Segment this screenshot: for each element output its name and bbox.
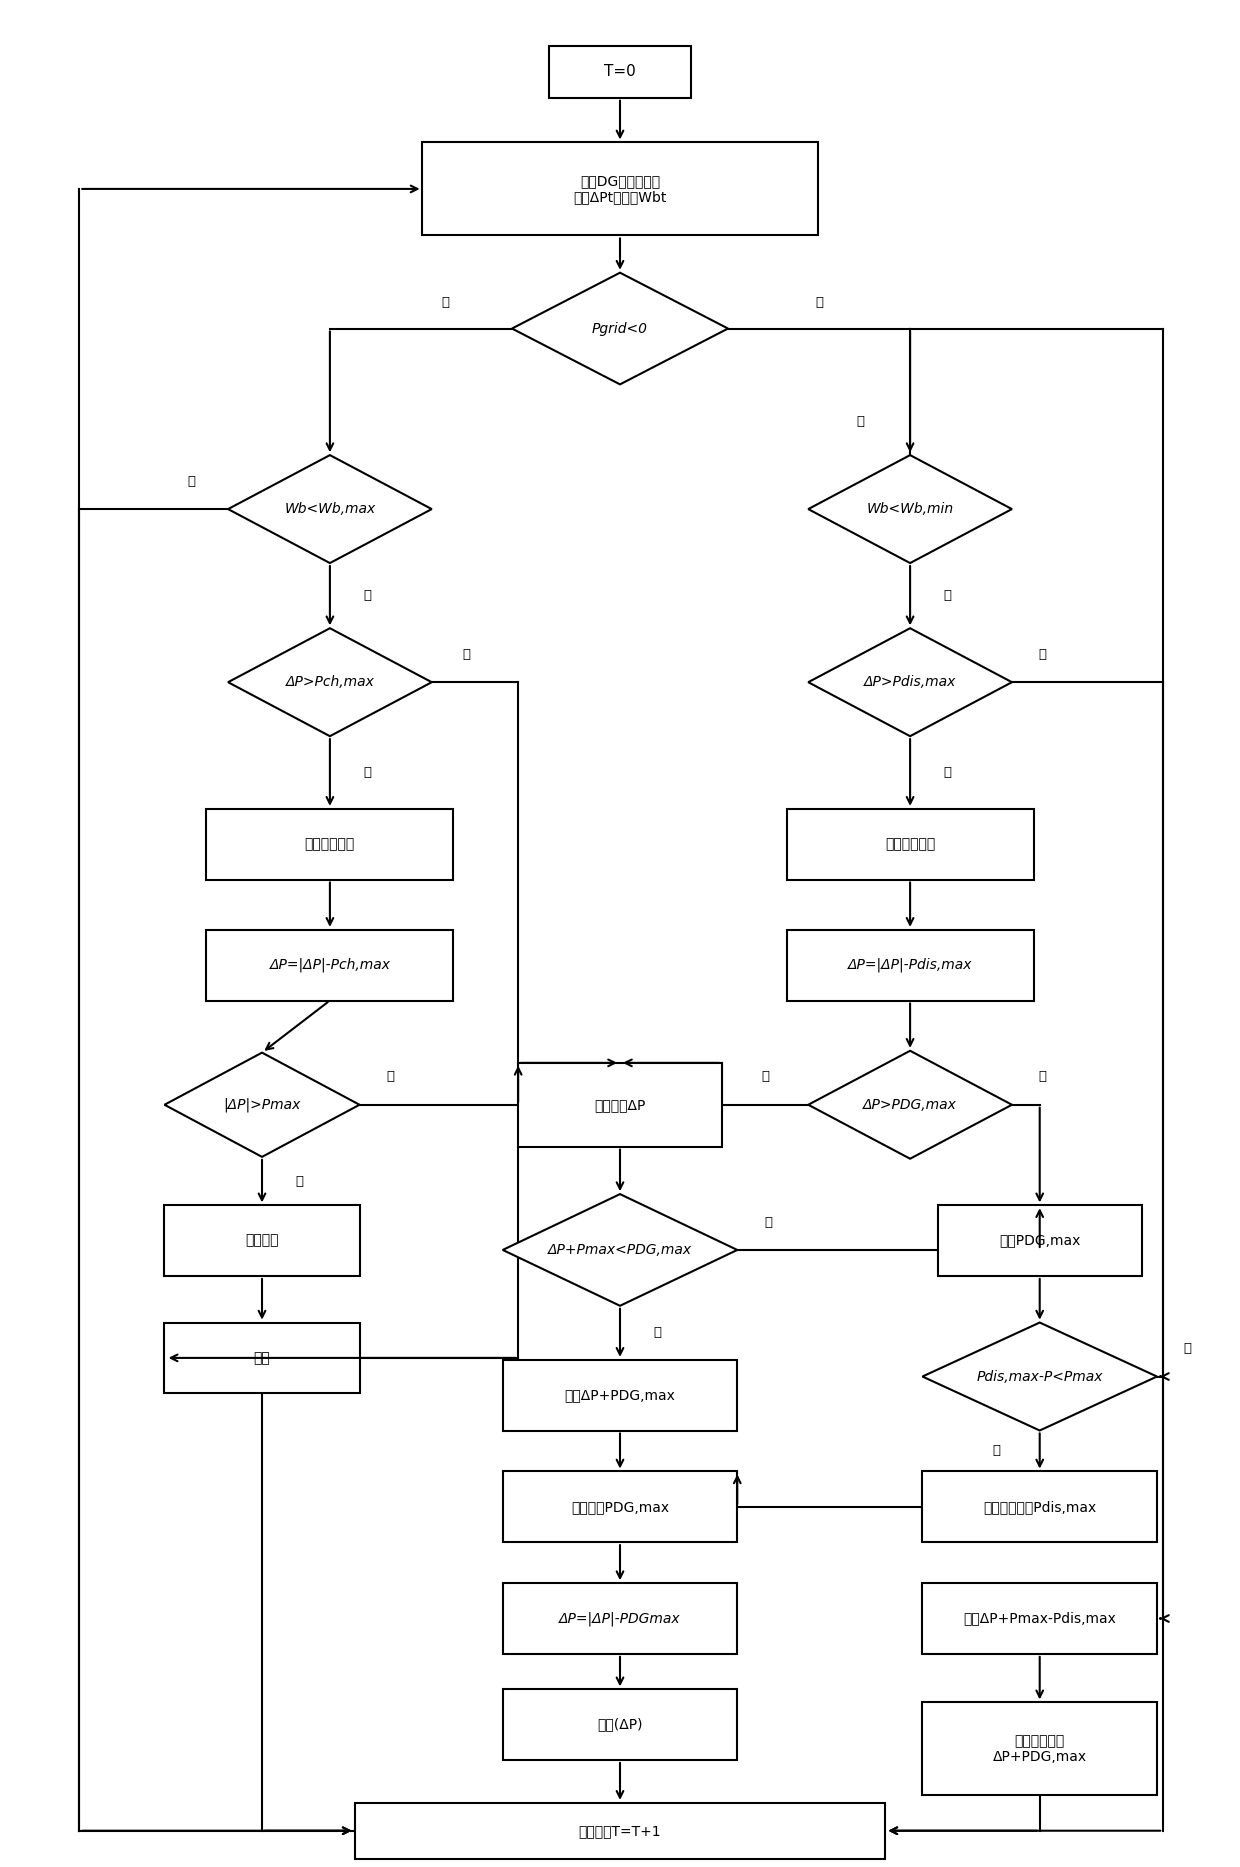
FancyBboxPatch shape: [502, 1471, 738, 1542]
Text: 是: 是: [1184, 1342, 1192, 1355]
FancyBboxPatch shape: [502, 1583, 738, 1654]
Text: 是: 是: [295, 1174, 303, 1187]
Text: ΔP>PDG,max: ΔP>PDG,max: [863, 1098, 957, 1111]
Text: 调度指令T=T+1: 调度指令T=T+1: [579, 1824, 661, 1837]
Text: T=0: T=0: [604, 63, 636, 78]
Text: Pgrid<0: Pgrid<0: [591, 321, 649, 336]
Text: 否: 否: [1039, 1070, 1047, 1083]
FancyBboxPatch shape: [207, 808, 454, 879]
Polygon shape: [512, 273, 728, 385]
FancyBboxPatch shape: [165, 1322, 360, 1393]
FancyBboxPatch shape: [786, 930, 1033, 1001]
Text: 储能电池放电
ΔP+PDG,max: 储能电池放电 ΔP+PDG,max: [993, 1734, 1086, 1764]
Text: 否: 否: [764, 1215, 773, 1228]
Text: 否: 否: [187, 474, 195, 487]
FancyBboxPatch shape: [423, 142, 817, 235]
Polygon shape: [808, 456, 1012, 564]
Polygon shape: [923, 1322, 1157, 1430]
Text: 是: 是: [653, 1326, 661, 1339]
Text: 否: 否: [1039, 648, 1047, 661]
Text: 卖电: 卖电: [254, 1352, 270, 1365]
Text: 否: 否: [857, 414, 864, 428]
Polygon shape: [808, 627, 1012, 736]
FancyBboxPatch shape: [165, 1206, 360, 1275]
FancyBboxPatch shape: [923, 1471, 1157, 1542]
Text: 否: 否: [992, 1445, 1001, 1458]
FancyBboxPatch shape: [923, 1583, 1157, 1654]
Text: 储能电池放电: 储能电池放电: [885, 836, 935, 851]
FancyBboxPatch shape: [786, 808, 1033, 879]
Text: |ΔP|>Pmax: |ΔP|>Pmax: [223, 1098, 300, 1113]
Text: 卖电充电: 卖电充电: [246, 1234, 279, 1247]
Text: 否: 否: [815, 297, 823, 308]
Text: 输出ΔP+Pmax-Pdis,max: 输出ΔP+Pmax-Pdis,max: [963, 1611, 1116, 1626]
Polygon shape: [165, 1053, 360, 1158]
Text: 预测DG输出和负荷
计算ΔPt、监测Wbt: 预测DG输出和负荷 计算ΔPt、监测Wbt: [573, 174, 667, 204]
FancyBboxPatch shape: [502, 1690, 738, 1761]
FancyBboxPatch shape: [549, 45, 691, 97]
Text: 输出ΔP+PDG,max: 输出ΔP+PDG,max: [564, 1389, 676, 1402]
Text: Pdis,max-P<Pmax: Pdis,max-P<Pmax: [976, 1370, 1102, 1383]
Text: ΔP>Pdis,max: ΔP>Pdis,max: [864, 676, 956, 689]
Text: ΔP=|ΔP|-PDGmax: ΔP=|ΔP|-PDGmax: [559, 1611, 681, 1626]
Text: 是: 是: [363, 765, 371, 779]
Text: ΔP+Pmax<PDG,max: ΔP+Pmax<PDG,max: [548, 1243, 692, 1256]
Text: 否: 否: [463, 648, 470, 661]
Text: 是: 是: [944, 590, 951, 603]
Polygon shape: [228, 456, 432, 564]
Text: 输出PDG,max: 输出PDG,max: [999, 1234, 1080, 1247]
Text: 购电(ΔP): 购电(ΔP): [598, 1718, 642, 1731]
Text: 系统输出PDG,max: 系统输出PDG,max: [570, 1499, 670, 1514]
FancyBboxPatch shape: [355, 1804, 885, 1860]
Text: 储能电池放电Pdis,max: 储能电池放电Pdis,max: [983, 1499, 1096, 1514]
Text: 是: 是: [944, 765, 951, 779]
Text: Wb<Wb,min: Wb<Wb,min: [867, 502, 954, 515]
Polygon shape: [502, 1195, 738, 1305]
Text: ΔP=|ΔP|-Pch,max: ΔP=|ΔP|-Pch,max: [269, 958, 391, 973]
Text: 是: 是: [363, 590, 371, 603]
Text: 储能电池充电: 储能电池充电: [305, 836, 355, 851]
Text: 电池充电ΔP: 电池充电ΔP: [594, 1098, 646, 1111]
Text: ΔP=|ΔP|-Pdis,max: ΔP=|ΔP|-Pdis,max: [848, 958, 972, 973]
FancyBboxPatch shape: [923, 1703, 1157, 1796]
Polygon shape: [228, 627, 432, 736]
FancyBboxPatch shape: [207, 930, 454, 1001]
Text: 是: 是: [761, 1070, 769, 1083]
Text: 否: 否: [387, 1070, 394, 1083]
FancyBboxPatch shape: [937, 1206, 1142, 1275]
Text: Wb<Wb,max: Wb<Wb,max: [284, 502, 376, 515]
Text: 是: 是: [441, 297, 450, 308]
FancyBboxPatch shape: [518, 1062, 722, 1146]
Text: ΔP>Pch,max: ΔP>Pch,max: [285, 676, 374, 689]
Polygon shape: [808, 1051, 1012, 1159]
FancyBboxPatch shape: [502, 1359, 738, 1430]
